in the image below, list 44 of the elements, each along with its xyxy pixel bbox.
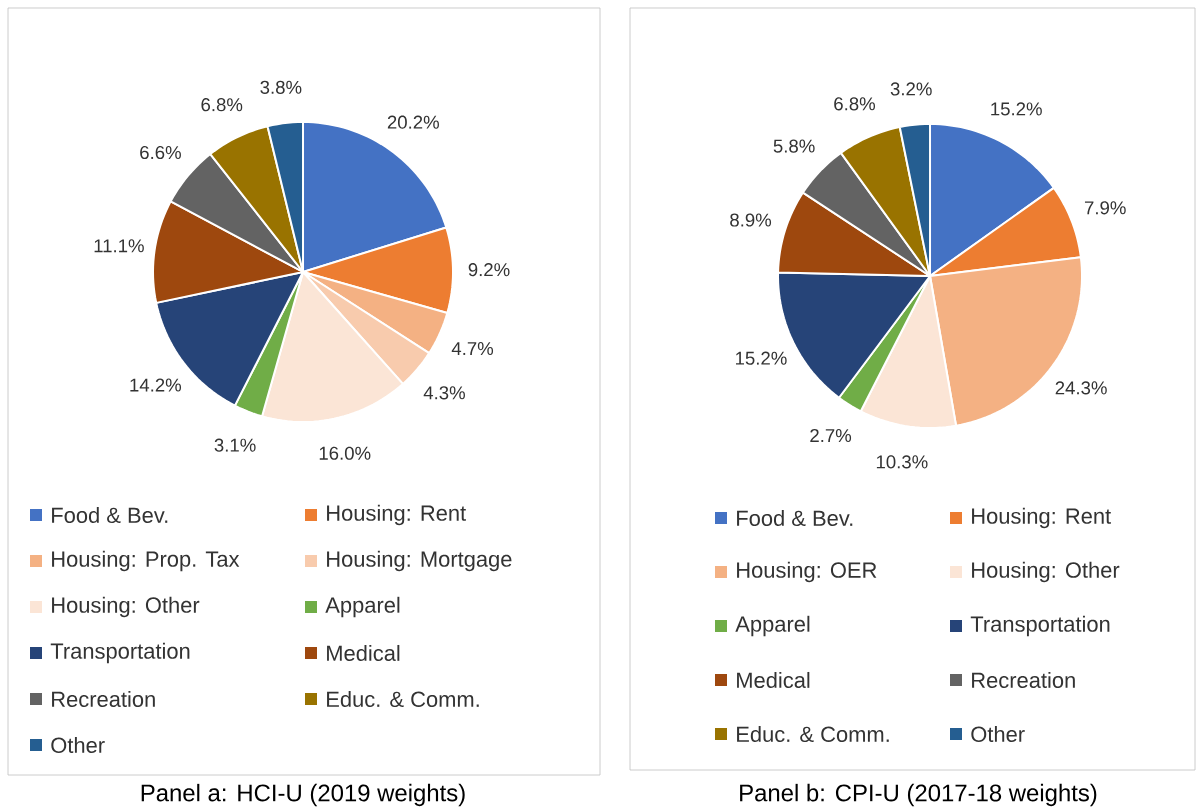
legend-label: Apparel [325,596,400,618]
legend-label: Housing: Other [972,561,1120,583]
data-label: 15.2% [736,351,787,365]
legend-label: Food & Bev. [737,509,853,527]
legend-label: Other [971,725,1025,743]
data-label: 8.9% [730,213,772,227]
data-label: 10.3% [876,455,928,469]
data-label: 6.8% [834,97,876,111]
legend-label: Housing: Mortgage [327,550,512,572]
legend-label: Transportation [50,642,190,664]
data-label: 11.1% [94,239,144,253]
data-label: 20.2% [387,115,439,129]
data-label: 7.9% [1084,201,1126,215]
data-label: 6.8% [201,98,243,112]
legend-label: Housing: Other [52,596,200,618]
legend-label: Medical [327,644,400,662]
data-label: 4.3% [423,386,465,400]
legend-label: Educ. & Comm. [327,690,479,708]
legend-label: Housing: Prop. Tax [52,550,240,572]
data-label: 5.8% [773,139,815,153]
data-label: 3.8% [260,80,302,94]
legend-label: Housing: Rent [327,504,467,526]
legend-label: Housing: Rent [972,507,1112,529]
text: Panel a: HCI-U (2019 weights) [141,783,465,807]
data-label: 24.3% [1055,381,1107,395]
legend-label: Recreation [972,671,1075,689]
data-label: 6.6% [140,145,181,160]
data-label: 2.7% [810,428,852,443]
legend-label: Other [51,736,105,754]
text: Panel b: CPI-U (2017-18 weights) [740,783,1097,807]
legend-label: Recreation [52,690,155,708]
legend-label: Medical [737,671,810,689]
data-label: 3.1% [214,438,256,452]
data-label: 15.2% [991,102,1042,116]
legend-label: Transportation [970,615,1110,637]
data-label: 4.7% [451,342,494,356]
legend-label: Educ. & Comm. [737,725,889,743]
legend-label: Apparel [735,615,810,637]
data-label: 3.2% [890,82,932,96]
data-label: 16.0% [319,446,371,460]
data-label: 9.2% [468,263,510,277]
legend-label: Food & Bev. [52,506,168,524]
legend-label: Housing: OER [737,561,877,583]
data-label: 14.2% [130,378,182,392]
